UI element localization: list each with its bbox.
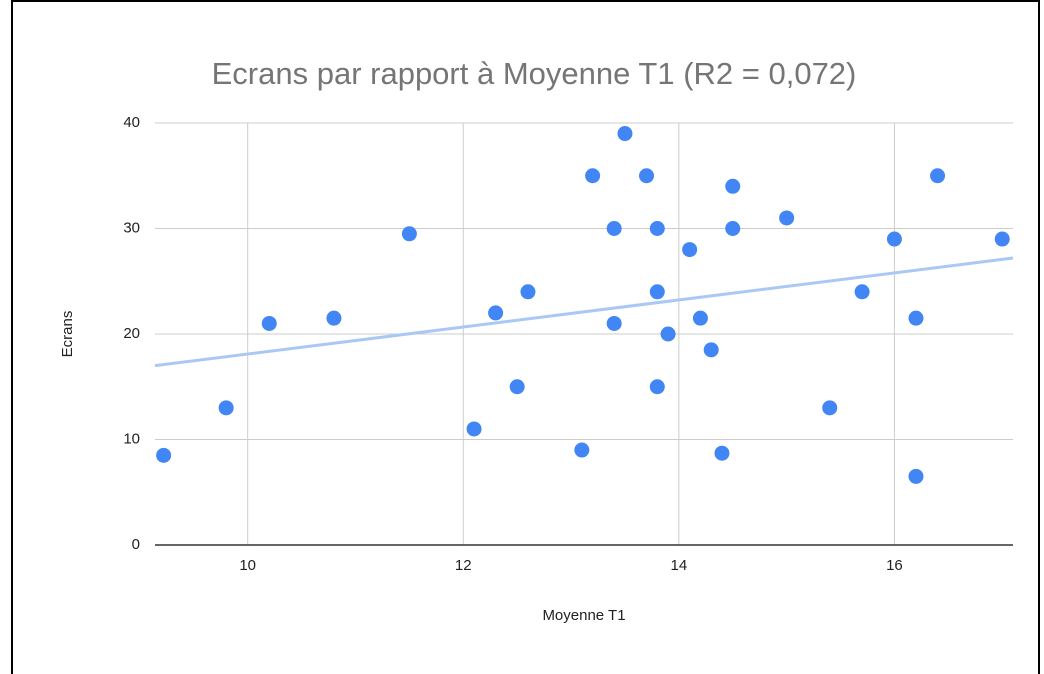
- point: [682, 242, 698, 258]
- point: [574, 442, 590, 458]
- point: [156, 447, 172, 463]
- point: [639, 168, 655, 184]
- point: [649, 284, 665, 300]
- frame: [11, 0, 1040, 674]
- point: [520, 284, 536, 300]
- point: [606, 221, 622, 236]
- y-tick-label: 40: [123, 114, 140, 131]
- x-tick-label: 16: [886, 557, 903, 574]
- x-tick-label: 12: [455, 557, 472, 574]
- point: [649, 379, 665, 395]
- point: [779, 210, 795, 226]
- chart-title: Ecrans par rapport à Moyenne T1 (R2 = 0,…: [212, 56, 857, 91]
- point: [854, 284, 870, 300]
- x-tick-label: 10: [239, 557, 256, 574]
- point: [401, 226, 417, 242]
- point: [822, 400, 838, 416]
- point: [714, 445, 730, 461]
- point: [585, 168, 601, 184]
- x-axis-label: Moyenne T1: [542, 607, 625, 624]
- point: [466, 421, 482, 437]
- point: [725, 178, 741, 194]
- y-tick-label: 10: [123, 430, 140, 447]
- point: [930, 168, 946, 184]
- trendline: [154, 256, 1014, 368]
- y-tick-label: 0: [132, 536, 140, 553]
- point: [692, 310, 708, 326]
- point: [606, 315, 622, 331]
- x-tick-label: 14: [671, 557, 688, 574]
- y-tick-label: 30: [123, 219, 140, 236]
- point: [908, 310, 924, 326]
- point: [649, 221, 665, 236]
- point: [326, 310, 342, 326]
- point: [725, 221, 741, 236]
- point: [261, 315, 277, 331]
- point: [488, 305, 504, 321]
- point: [886, 231, 902, 247]
- y-axis-label: Ecrans: [59, 311, 76, 358]
- y-tick-label: 20: [123, 325, 140, 342]
- point: [908, 468, 924, 484]
- point: [617, 126, 633, 142]
- point: [994, 231, 1010, 247]
- point: [509, 379, 525, 395]
- point: [660, 326, 676, 342]
- point: [703, 342, 719, 358]
- point: [218, 400, 234, 416]
